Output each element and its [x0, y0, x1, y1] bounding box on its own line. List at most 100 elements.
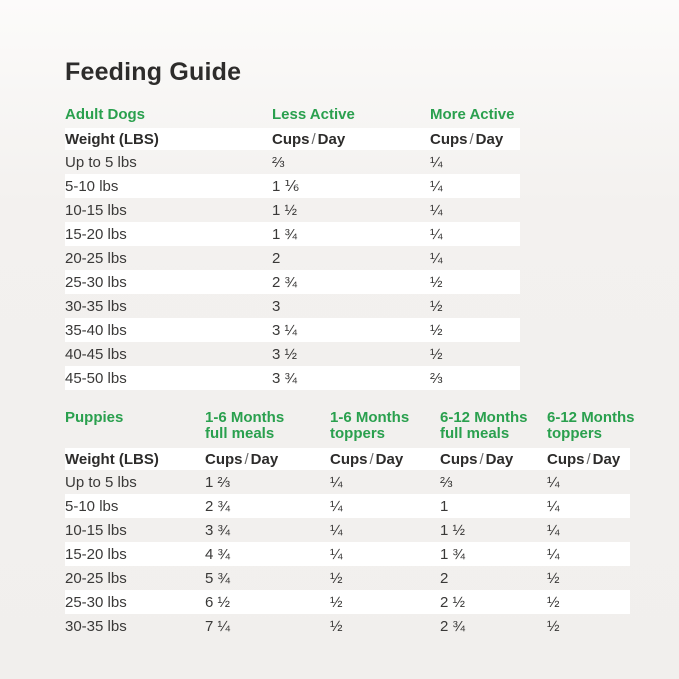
adult-unit-header-more: Cups / Day: [430, 130, 504, 148]
weight-cell: 30-35 lbs: [65, 617, 127, 635]
puppies-table-row: 15-20 lbs 4 ¾ ¼ 1 ¾ ¼: [65, 542, 630, 566]
toppers-6-12-cell: ¼: [547, 473, 560, 491]
puppies-table-row: 5-10 lbs 2 ¾ ¼ 1 ¼: [65, 494, 630, 518]
meals-6-12-cell: 1 ¾: [440, 545, 466, 563]
meals-1-6-cell: 4 ¾: [205, 545, 231, 563]
puppies-col-6-12-full-meals: 6-12 Months full meals: [440, 409, 528, 442]
meals-6-12-cell: 2 ½: [440, 593, 466, 611]
puppies-table-row: Up to 5 lbs 1 ⅔ ¼ ⅔ ¼: [65, 470, 630, 494]
adult-table-row: 40-45 lbs 3 ½ ½: [65, 342, 520, 366]
more-active-cell: ½: [430, 273, 443, 291]
toppers-1-6-cell: ½: [330, 617, 343, 635]
weight-cell: 15-20 lbs: [65, 545, 127, 563]
toppers-6-12-cell: ¼: [547, 521, 560, 539]
less-active-cell: 1 ½: [272, 201, 298, 219]
meals-1-6-cell: 7 ¼: [205, 617, 231, 635]
adult-table-row: 5-10 lbs 1 ⅙ ¼: [65, 174, 520, 198]
puppies-unit-header-1: Cups / Day: [205, 450, 279, 468]
toppers-1-6-cell: ¼: [330, 521, 343, 539]
puppies-table-row: 10-15 lbs 3 ¾ ¼ 1 ½ ¼: [65, 518, 630, 542]
puppies-section-label: Puppies: [65, 409, 124, 426]
weight-cell: 35-40 lbs: [65, 321, 127, 339]
less-active-cell: 3 ¼: [272, 321, 298, 339]
more-active-cell: ½: [430, 345, 443, 363]
meals-6-12-cell: ⅔: [440, 473, 453, 491]
toppers-6-12-cell: ½: [547, 593, 560, 611]
puppies-col-6-12-toppers: 6-12 Months toppers: [547, 409, 635, 442]
meals-1-6-cell: 2 ¾: [205, 497, 231, 515]
meals-1-6-cell: 3 ¾: [205, 521, 231, 539]
toppers-1-6-cell: ¼: [330, 473, 343, 491]
meals-6-12-cell: 2: [440, 569, 449, 587]
weight-cell: 10-15 lbs: [65, 521, 127, 539]
more-active-cell: ¼: [430, 249, 443, 267]
more-active-cell: ¼: [430, 201, 443, 219]
puppies-table-row: 25-30 lbs 6 ½ ½ 2 ½ ½: [65, 590, 630, 614]
adult-table-row: 45-50 lbs 3 ¾ ⅔: [65, 366, 520, 390]
adult-table-row: 20-25 lbs 2 ¼: [65, 246, 520, 270]
weight-cell: 5-10 lbs: [65, 177, 119, 195]
toppers-6-12-cell: ¼: [547, 497, 560, 515]
adult-table-row: 35-40 lbs 3 ¼ ½: [65, 318, 520, 342]
meals-1-6-cell: 6 ½: [205, 593, 231, 611]
adult-column-header-row: Weight (LBS) Cups / Day Cups / Day: [65, 128, 520, 150]
less-active-cell: 2: [272, 249, 281, 267]
puppies-weight-header: Weight (LBS): [65, 450, 159, 468]
meals-6-12-cell: 2 ¾: [440, 617, 466, 635]
less-active-cell: 1 ⅙: [272, 178, 300, 195]
toppers-6-12-cell: ½: [547, 617, 560, 635]
puppies-section-header-row: Puppies 1-6 Months full meals 1-6 Months t…: [65, 409, 635, 442]
less-active-cell: 3 ¾: [272, 369, 298, 387]
slash-separator: /: [244, 450, 249, 468]
puppies-col-1-6-full-meals: 1-6 Months full meals: [205, 409, 285, 442]
puppies-unit-header-4: Cups / Day: [547, 450, 621, 468]
meals-6-12-cell: 1: [440, 497, 449, 515]
weight-cell: 20-25 lbs: [65, 249, 127, 267]
more-active-cell: ¼: [430, 177, 443, 195]
toppers-1-6-cell: ¼: [330, 545, 343, 563]
adult-col-more-active: More Active: [430, 106, 515, 123]
adult-table-row: 30-35 lbs 3 ½: [65, 294, 520, 318]
toppers-6-12-cell: ½: [547, 569, 560, 587]
weight-cell: Up to 5 lbs: [65, 473, 137, 491]
weight-cell: 40-45 lbs: [65, 345, 127, 363]
puppies-table-body: Up to 5 lbs 1 ⅔ ¼ ⅔ ¼ 5-10 lbs 2 ¾ ¼ 1 ¼…: [65, 470, 679, 638]
puppies-table: Puppies 1-6 Months full meals 1-6 Months t…: [65, 410, 679, 638]
slash-separator: /: [369, 450, 374, 468]
less-active-cell: 3: [272, 297, 281, 315]
less-active-cell: 1 ¾: [272, 225, 298, 243]
adult-section-header-row: Adult Dogs Less Active More Active: [65, 105, 520, 123]
adult-unit-header-less: Cups / Day: [272, 130, 346, 148]
weight-cell: 10-15 lbs: [65, 201, 127, 219]
weight-cell: 25-30 lbs: [65, 593, 127, 611]
adult-table-row: Up to 5 lbs ⅔ ¼: [65, 150, 520, 174]
puppies-column-header-row: Weight (LBS) Cups / Day Cups / Day Cups / Day …: [65, 448, 630, 470]
adult-table-row: 15-20 lbs 1 ¾ ¼: [65, 222, 520, 246]
weight-cell: 20-25 lbs: [65, 569, 127, 587]
puppies-unit-header-3: Cups / Day: [440, 450, 514, 468]
adult-table-row: 10-15 lbs 1 ½ ¼: [65, 198, 520, 222]
adult-weight-header: Weight (LBS): [65, 130, 159, 148]
puppies-col-1-6-toppers: 1-6 Months toppers: [330, 409, 410, 442]
toppers-1-6-cell: ¼: [330, 497, 343, 515]
adult-dogs-table: Adult Dogs Less Active More Active Weigh…: [65, 105, 679, 390]
adult-table-row: 25-30 lbs 2 ¾ ½: [65, 270, 520, 294]
toppers-1-6-cell: ½: [330, 569, 343, 587]
less-active-cell: 2 ¾: [272, 273, 298, 291]
meals-6-12-cell: 1 ½: [440, 521, 466, 539]
meals-1-6-cell: 5 ¾: [205, 569, 231, 587]
weight-cell: 5-10 lbs: [65, 497, 119, 515]
weight-cell: Up to 5 lbs: [65, 153, 137, 171]
weight-cell: 45-50 lbs: [65, 369, 127, 387]
puppies-table-row: 30-35 lbs 7 ¼ ½ 2 ¾ ½: [65, 614, 630, 638]
weight-cell: 15-20 lbs: [65, 225, 127, 243]
more-active-cell: ¼: [430, 225, 443, 243]
page-title: Feeding Guide: [65, 58, 242, 86]
toppers-1-6-cell: ½: [330, 593, 343, 611]
more-active-cell: ½: [430, 297, 443, 315]
slash-separator: /: [479, 450, 484, 468]
meals-1-6-cell: 1 ⅔: [205, 473, 231, 491]
toppers-6-12-cell: ¼: [547, 545, 560, 563]
slash-separator: /: [311, 130, 316, 148]
weight-cell: 30-35 lbs: [65, 297, 127, 315]
